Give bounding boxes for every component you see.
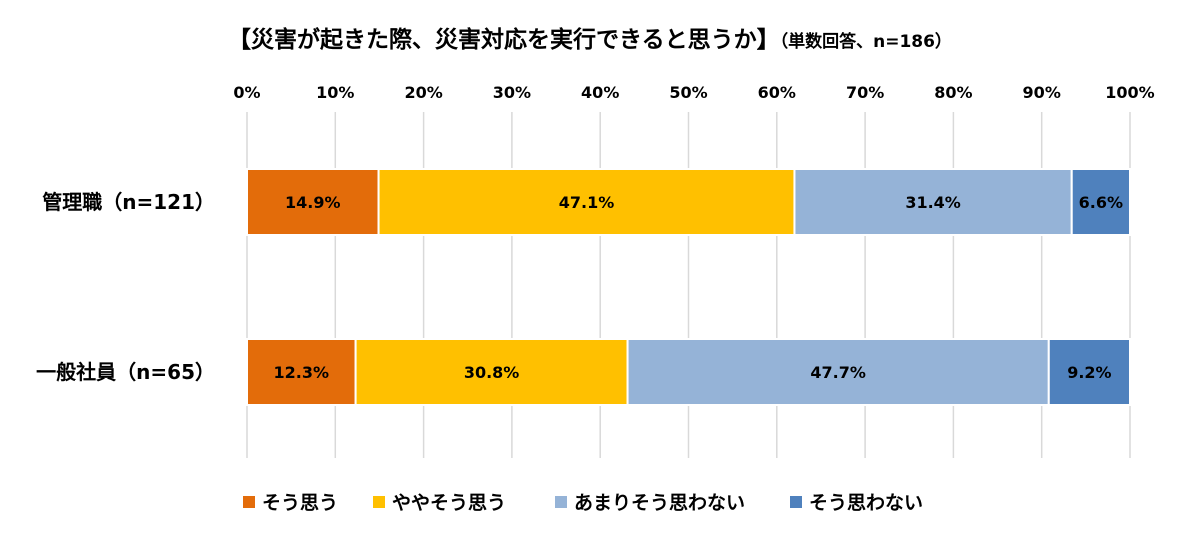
legend-swatch (373, 496, 385, 508)
bar-segment (1070, 168, 1132, 236)
bar-segment (377, 168, 796, 236)
data-label: 47.7% (810, 363, 866, 382)
legend-label: そう思わない (809, 492, 923, 514)
legend-swatch (243, 496, 255, 508)
x-axis-ticks: 0% 10% 20% 30% 40% 50% 60% 70% 80% 90% 100% (233, 83, 1154, 102)
x-tick-label: 40% (581, 83, 619, 102)
category-label: 管理職（n=121） (42, 190, 215, 214)
data-label: 31.4% (905, 193, 961, 212)
x-tick-label: 70% (846, 83, 884, 102)
bar-segment (246, 338, 357, 406)
category-label: 一般社員（n=65） (36, 360, 215, 384)
legend-label: ややそう思う (392, 492, 506, 514)
x-tick-label: 30% (493, 83, 531, 102)
x-tick-label: 20% (404, 83, 442, 102)
x-tick-label: 10% (316, 83, 354, 102)
category-labels: 管理職（n=121） 一般社員（n=65） (36, 190, 215, 384)
bar-segment (1047, 338, 1132, 406)
chart-title: 【災害が起きた際、災害対応を実行できると思うか】（単数回答、n=186） (228, 26, 952, 53)
x-tick-label: 50% (669, 83, 707, 102)
x-tick-label: 0% (233, 83, 260, 102)
data-label: 12.3% (274, 363, 330, 382)
gridlines (246, 112, 1131, 458)
bar-segment (246, 168, 380, 236)
x-tick-label: 80% (934, 83, 972, 102)
x-tick-label: 60% (758, 83, 796, 102)
bars: 14.9% 47.1% 31.4% 6.6% 12.3% 30.8% 47.7% 9.2% (246, 168, 1132, 406)
legend-label: あまりそう思わない (574, 492, 745, 514)
bar-segment (793, 168, 1073, 236)
legend-label: そう思う (262, 492, 338, 514)
legend-swatch (555, 496, 567, 508)
chart-subtitle: （単数回答、n=186） (780, 31, 952, 52)
chart-title-main: 【災害が起きた際、災害対応を実行できると思うか】 (228, 26, 780, 53)
legend-swatch (790, 496, 802, 508)
data-label: 6.6% (1079, 193, 1123, 212)
data-label: 47.1% (559, 193, 615, 212)
legend: そう思う ややそう思う あまりそう思わない そう思わない (243, 492, 923, 514)
x-tick-label: 100% (1105, 83, 1154, 102)
data-label: 14.9% (285, 193, 341, 212)
data-label: 30.8% (464, 363, 520, 382)
x-tick-label: 90% (1023, 83, 1061, 102)
data-label: 9.2% (1067, 363, 1111, 382)
bar-segment (354, 338, 629, 406)
